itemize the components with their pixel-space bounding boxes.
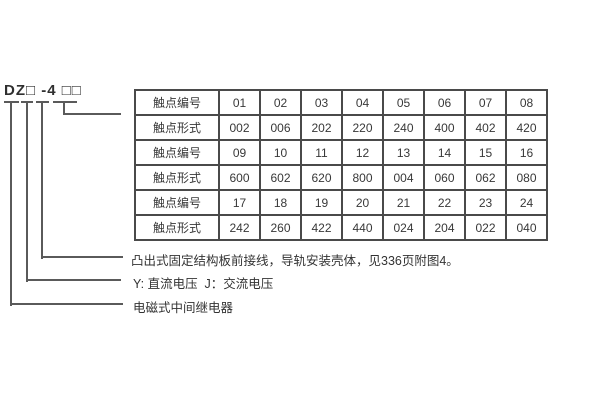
value-cell: 09 bbox=[218, 139, 261, 166]
row-header-cell: 触点编号 bbox=[134, 139, 220, 166]
value-cell: 202 bbox=[300, 114, 343, 141]
value-cell: 420 bbox=[505, 114, 548, 141]
value-cell: 400 bbox=[423, 114, 466, 141]
value-cell: 02 bbox=[259, 89, 302, 116]
value-cell: 19 bbox=[300, 189, 343, 216]
designation-underline-series bbox=[4, 101, 19, 103]
contact-table: 触点编号 01 02 03 04 05 06 07 08 触点形式 002 006 202 220 240 4… bbox=[134, 89, 548, 241]
leader-line-series bbox=[10, 103, 12, 306]
value-cell: 24 bbox=[505, 189, 548, 216]
row-header-cell: 触点形式 bbox=[134, 114, 220, 141]
leader-line-voltage bbox=[26, 103, 28, 282]
value-cell: 422 bbox=[300, 214, 343, 241]
value-cell: 240 bbox=[382, 114, 425, 141]
leader-line-voltage-horizontal bbox=[26, 279, 121, 281]
value-cell: 024 bbox=[382, 214, 425, 241]
row-header-cell: 触点编号 bbox=[134, 89, 220, 116]
value-cell: 21 bbox=[382, 189, 425, 216]
table-row: 触点形式 242 260 422 440 024 204 022 040 bbox=[134, 214, 548, 241]
leader-line-contact-code bbox=[63, 103, 65, 115]
value-cell: 022 bbox=[464, 214, 507, 241]
value-cell: 10 bbox=[259, 139, 302, 166]
value-cell: 220 bbox=[341, 114, 384, 141]
designation-underline-mounting-code bbox=[36, 101, 49, 103]
value-cell: 080 bbox=[505, 164, 548, 191]
voltage-note: Y: 直流电压 J：交流电压 bbox=[133, 277, 274, 291]
value-cell: 006 bbox=[259, 114, 302, 141]
value-cell: 20 bbox=[341, 189, 384, 216]
value-cell: 04 bbox=[341, 89, 384, 116]
value-cell: 260 bbox=[259, 214, 302, 241]
value-cell: 800 bbox=[341, 164, 384, 191]
table-row: 触点形式 002 006 202 220 240 400 402 420 bbox=[134, 114, 548, 141]
value-cell: 15 bbox=[464, 139, 507, 166]
value-cell: 13 bbox=[382, 139, 425, 166]
value-cell: 060 bbox=[423, 164, 466, 191]
value-cell: 16 bbox=[505, 139, 548, 166]
designation-underline-contact-code bbox=[53, 101, 77, 103]
relay-type-note: 电磁式中间继电器 bbox=[133, 301, 234, 315]
value-cell: 17 bbox=[218, 189, 261, 216]
leader-line-contact-code-horizontal bbox=[63, 113, 121, 115]
value-cell: 002 bbox=[218, 114, 261, 141]
value-cell: 602 bbox=[259, 164, 302, 191]
value-cell: 600 bbox=[218, 164, 261, 191]
value-cell: 01 bbox=[218, 89, 261, 116]
designation-underline-voltage-code bbox=[21, 101, 33, 103]
value-cell: 23 bbox=[464, 189, 507, 216]
value-cell: 18 bbox=[259, 189, 302, 216]
value-cell: 004 bbox=[382, 164, 425, 191]
table-row: 触点编号 17 18 19 20 21 22 23 24 bbox=[134, 189, 548, 216]
contact-table-body: 触点编号 01 02 03 04 05 06 07 08 触点形式 002 006 202 220 240 4… bbox=[134, 89, 548, 241]
row-header-cell: 触点形式 bbox=[134, 214, 220, 241]
value-cell: 040 bbox=[505, 214, 548, 241]
leader-line-mounting bbox=[41, 103, 43, 259]
value-cell: 07 bbox=[464, 89, 507, 116]
table-row: 触点编号 09 10 11 12 13 14 15 16 bbox=[134, 139, 548, 166]
value-cell: 06 bbox=[423, 89, 466, 116]
leader-line-series-horizontal bbox=[10, 303, 123, 305]
value-cell: 062 bbox=[464, 164, 507, 191]
value-cell: 242 bbox=[218, 214, 261, 241]
value-cell: 440 bbox=[341, 214, 384, 241]
value-cell: 03 bbox=[300, 89, 343, 116]
value-cell: 14 bbox=[423, 139, 466, 166]
value-cell: 05 bbox=[382, 89, 425, 116]
value-cell: 204 bbox=[423, 214, 466, 241]
model-designation: DZ□ -4 □□ bbox=[4, 82, 82, 99]
table-row: 触点形式 600 602 620 800 004 060 062 080 bbox=[134, 164, 548, 191]
table-row: 触点编号 01 02 03 04 05 06 07 08 bbox=[134, 89, 548, 116]
value-cell: 11 bbox=[300, 139, 343, 166]
row-header-cell: 触点编号 bbox=[134, 189, 220, 216]
row-header-cell: 触点形式 bbox=[134, 164, 220, 191]
leader-line-mounting-horizontal bbox=[41, 256, 123, 258]
value-cell: 22 bbox=[423, 189, 466, 216]
value-cell: 12 bbox=[341, 139, 384, 166]
mounting-note: 凸出式固定结构板前接线，导轨安装壳体，见336页附图4。 bbox=[131, 254, 459, 268]
value-cell: 08 bbox=[505, 89, 548, 116]
value-cell: 620 bbox=[300, 164, 343, 191]
value-cell: 402 bbox=[464, 114, 507, 141]
